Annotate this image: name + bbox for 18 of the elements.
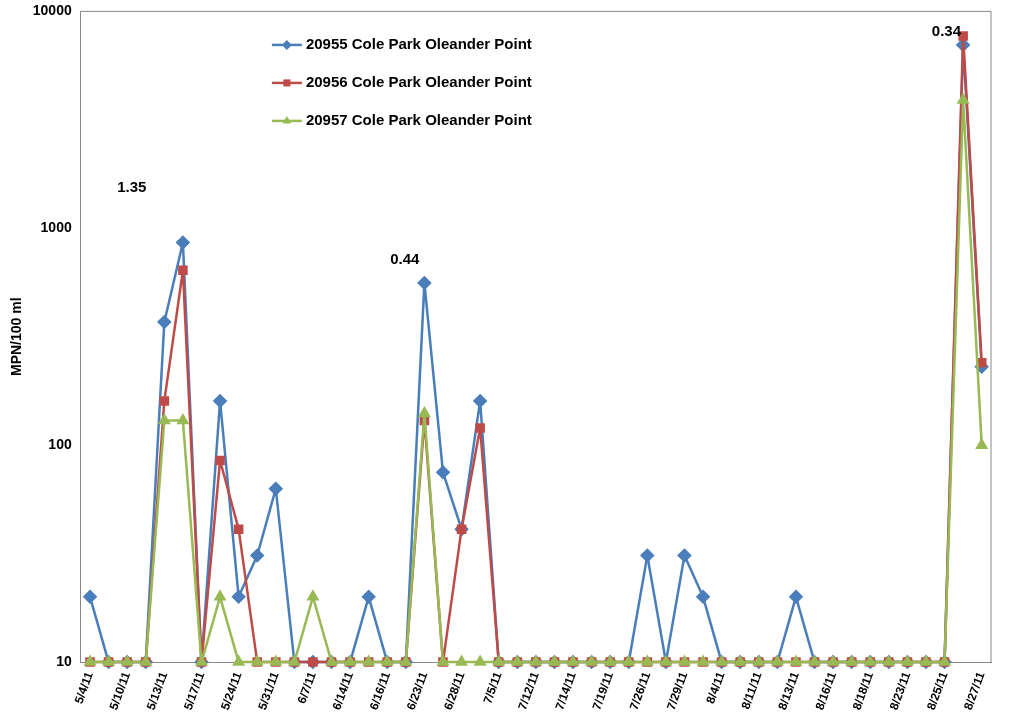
y-axis-title: MPN/100 ml [8,297,25,377]
legend-label: 20957 Cole Park Oleander Point [305,111,532,129]
x-tick-label: 7/5/11 [480,669,505,706]
y-tick-label: 1000 [40,219,72,236]
x-tick-label: 5/4/11 [71,669,97,706]
annotation: 0.34 [931,22,962,40]
y-tick-label: 100 [48,436,72,453]
y-tick-label: 10000 [32,2,72,19]
x-tick-label: 8/4/11 [703,669,728,706]
x-tick-label: 8/18/11 [849,669,877,712]
legend-label: 20956 Cole Park Oleander Point [305,73,532,91]
legend-label: 20955 Cole Park Oleander Point [305,35,532,53]
annotation: 0.44 [390,249,421,267]
y-tick-label: 10 [56,652,72,669]
x-tick-label: 6/7/11 [294,669,319,706]
x-tick-label: 6/16/11 [366,669,394,712]
annotation: 1.35 [117,178,147,196]
x-tick-label: 6/14/11 [329,669,357,712]
